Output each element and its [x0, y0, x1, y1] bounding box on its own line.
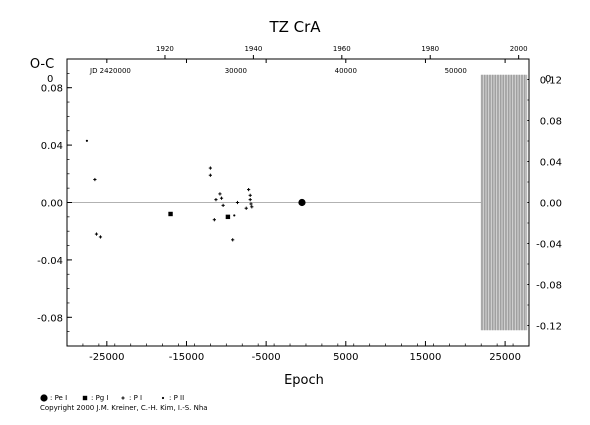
data-point — [94, 232, 99, 236]
y2-tick-label: 0.04 — [540, 158, 562, 169]
jd-label: JD 2420000 — [89, 67, 131, 75]
data-point — [98, 235, 103, 239]
data-point — [249, 202, 253, 206]
x-tick-label: -15000 — [169, 352, 204, 363]
data-point — [168, 211, 173, 217]
chart-title: TZ CrA — [268, 18, 321, 36]
legend-marker — [161, 396, 165, 400]
y2-tick-label: -0.08 — [536, 281, 562, 292]
band-fill — [481, 74, 528, 331]
data-point — [298, 198, 306, 207]
data-point — [231, 238, 235, 242]
legend-label: : P I — [129, 394, 142, 402]
legend-marker — [121, 396, 125, 400]
year-tick-label: 1980 — [421, 45, 439, 53]
data-point — [218, 192, 222, 196]
x-tick-label: 5000 — [333, 352, 358, 363]
legend-marker — [82, 395, 88, 401]
data-point — [233, 214, 236, 217]
y-tick-label: 0.04 — [41, 141, 63, 152]
legend-label: : Pe I — [50, 394, 67, 402]
y-tick-label: -0.08 — [37, 313, 63, 324]
y2-tick-label: 0.00 — [540, 199, 562, 210]
year-tick-label: 1920 — [156, 45, 174, 53]
data-points — [85, 139, 306, 242]
data-point — [244, 206, 248, 210]
jd-tick-label: 50000 — [445, 67, 467, 75]
y2-tick-label: -0.12 — [536, 322, 562, 333]
y-tick-label: 0.00 — [41, 199, 63, 210]
data-point — [208, 173, 212, 177]
y-axis-title: O-C — [30, 57, 54, 72]
data-point — [212, 218, 216, 222]
x-axis-title: Epoch — [284, 373, 324, 388]
year-tick-label: 1940 — [244, 45, 262, 53]
jd-tick-label: 40000 — [335, 67, 357, 75]
y2-tick-label: 0.08 — [540, 117, 562, 128]
x-tick-label: 25000 — [489, 352, 521, 363]
legend-label: : Pg I — [91, 394, 109, 402]
legend-label: : P II — [169, 394, 184, 402]
tick-layer: -25000 -15000 -5000 5000 15000 25000 0.08 0.04 0… — [37, 45, 562, 363]
jd-tick-label: 30000 — [225, 67, 247, 75]
left-exponent-label: 0 — [47, 74, 53, 85]
data-point — [247, 187, 251, 192]
y2-tick-label: -0.04 — [536, 240, 562, 251]
data-point — [219, 196, 224, 200]
legend-marker — [40, 394, 48, 402]
data-point — [248, 193, 252, 197]
copyright-notice: Copyright 2000 J.M. Kreiner, C.-H. Kim, … — [40, 404, 208, 412]
y-tick-label: 0.08 — [41, 84, 63, 95]
legend: : Pe I : Pg I : P I : P II — [40, 394, 184, 402]
data-point — [235, 200, 240, 205]
data-point — [225, 214, 231, 220]
y-tick-label: -0.04 — [37, 256, 63, 267]
year-tick-label: 2000 — [510, 45, 528, 53]
y2-tick-label: 0.12 — [540, 76, 562, 87]
right-exponent-label: 0 — [545, 74, 551, 85]
modern-points-band — [480, 74, 528, 331]
data-point — [85, 139, 89, 142]
data-point — [93, 177, 97, 182]
data-point — [208, 166, 212, 170]
data-point — [221, 203, 225, 207]
x-tick-label: 15000 — [410, 352, 442, 363]
data-point — [250, 205, 254, 209]
data-point — [248, 198, 252, 202]
x-tick-label: -25000 — [89, 352, 124, 363]
data-point — [214, 198, 218, 202]
year-tick-label: 1960 — [333, 45, 351, 53]
x-tick-label: -5000 — [252, 352, 281, 363]
